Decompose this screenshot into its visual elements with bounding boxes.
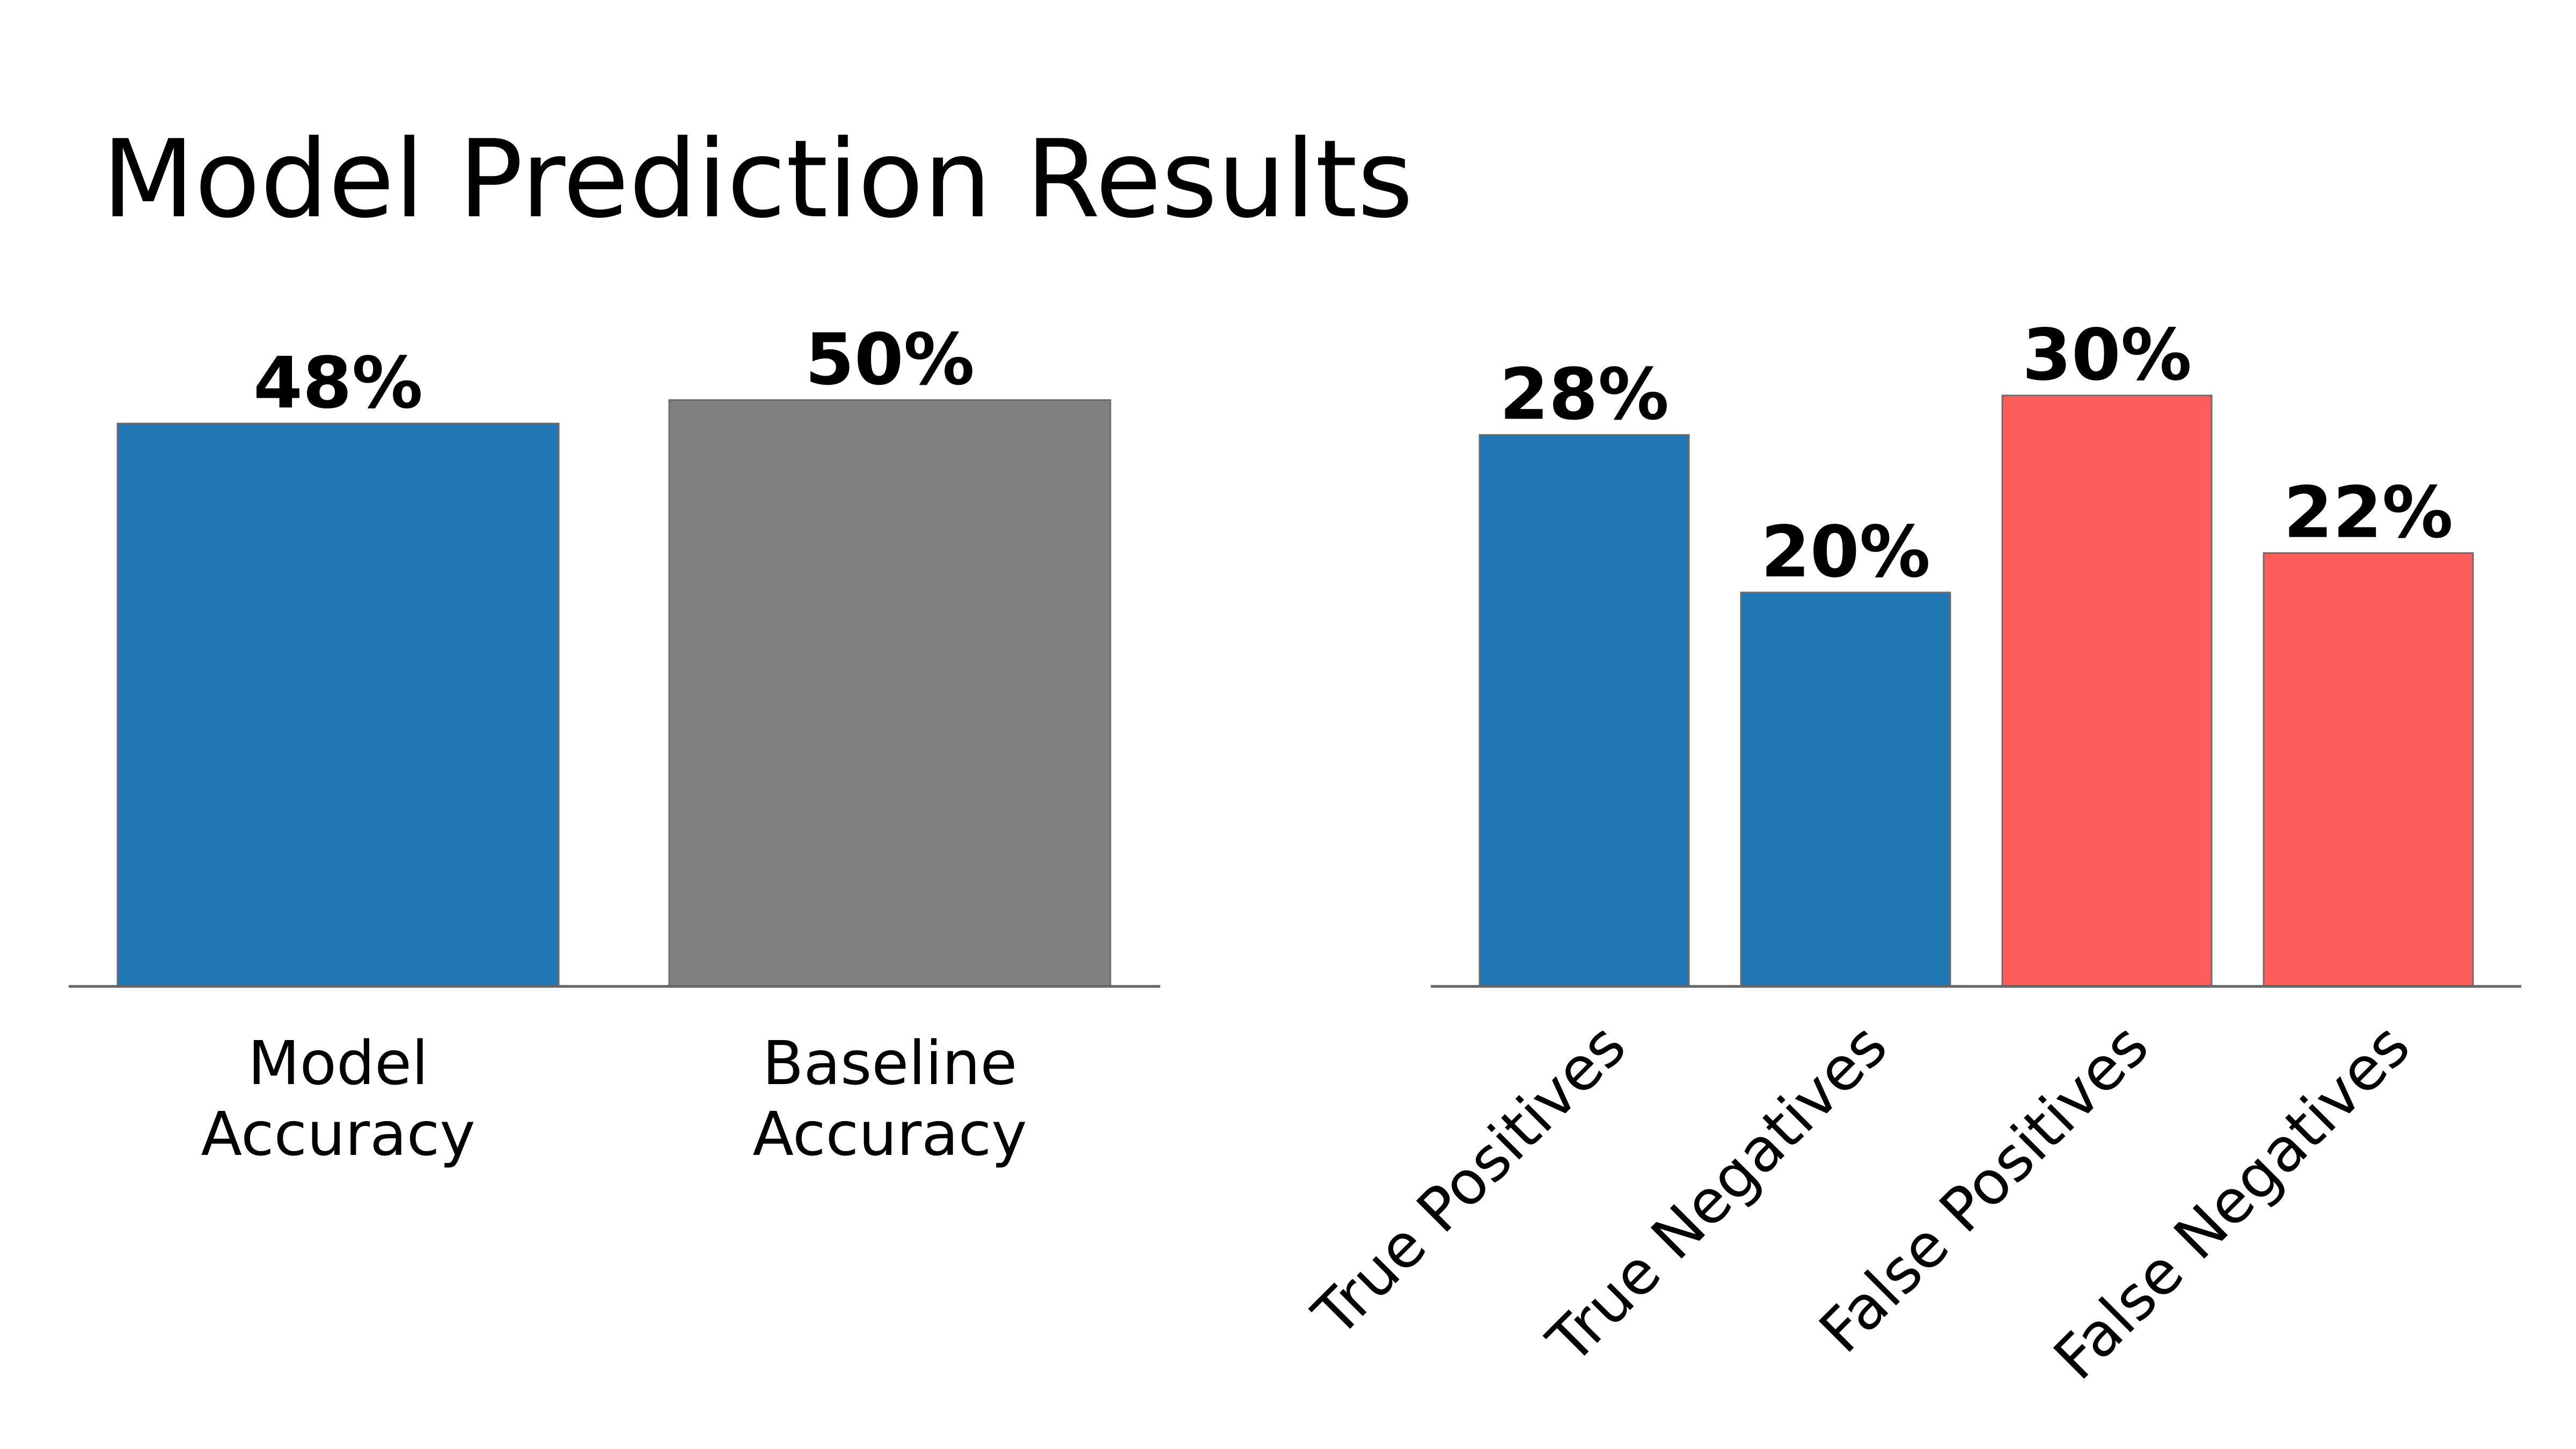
tick-label-line: Accuracy <box>752 1100 1027 1169</box>
bar-true-positives <box>1479 434 1690 987</box>
tick-label-line: Accuracy <box>201 1100 475 1169</box>
tick-label-line: Baseline <box>763 1029 1018 1099</box>
value-label-baseline-accuracy: 50% <box>805 319 975 401</box>
value-label-false-negatives: 22% <box>2284 472 2453 554</box>
value-label-true-negatives: 20% <box>1761 511 1930 594</box>
page-title: Model Prediction Results <box>102 117 1414 242</box>
bar-model-accuracy <box>116 422 560 987</box>
value-label-model-accuracy: 48% <box>253 342 423 425</box>
bar-baseline-accuracy <box>668 399 1111 987</box>
value-label-true-positives: 28% <box>1499 353 1669 436</box>
value-label-false-positives: 30% <box>2022 314 2192 397</box>
tick-label-baseline-accuracy: Baseline Accuracy <box>752 1029 1027 1169</box>
bar-false-positives <box>2001 394 2213 987</box>
bar-false-negatives <box>2263 552 2474 987</box>
tick-label-model-accuracy: Model Accuracy <box>201 1029 475 1169</box>
tick-label-line: Model <box>248 1029 428 1099</box>
bar-true-negatives <box>1740 591 1951 987</box>
